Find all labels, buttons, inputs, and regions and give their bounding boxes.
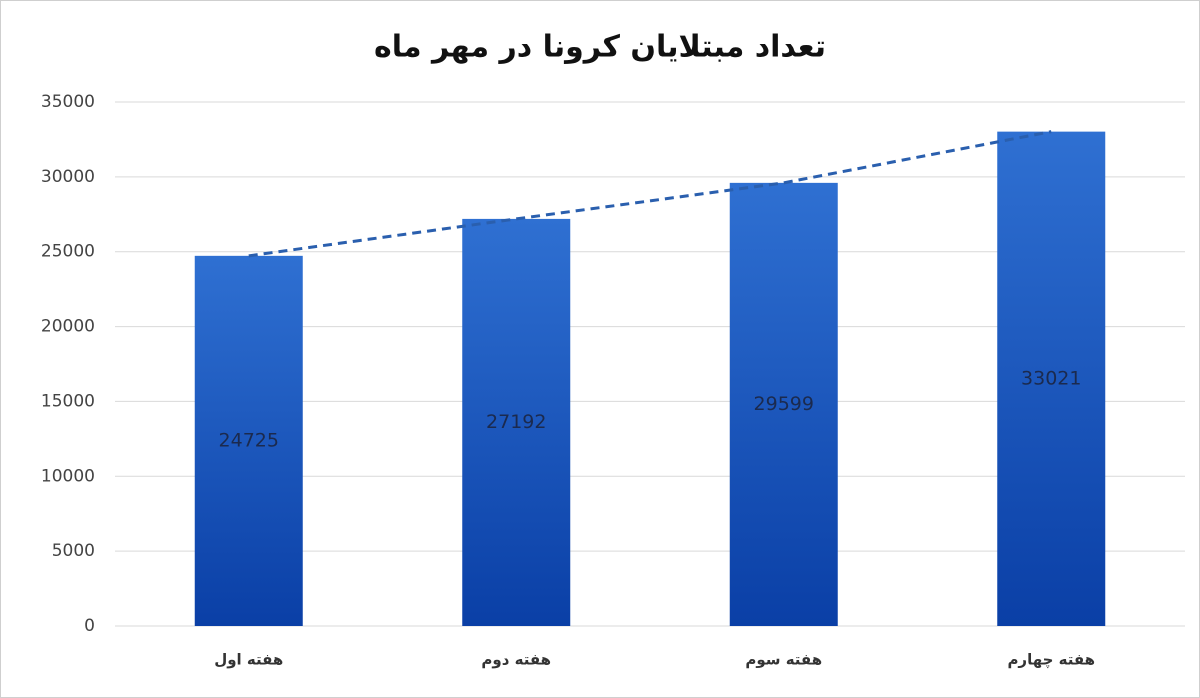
bar xyxy=(194,255,303,626)
bar xyxy=(997,131,1106,626)
y-tick-label: 0 xyxy=(84,616,95,636)
trend-line xyxy=(248,130,1052,258)
chart-title: تعداد مبتلایان کرونا در مهر ماه xyxy=(374,30,826,65)
bar xyxy=(462,218,571,626)
x-tick-label: هفته اول xyxy=(214,651,283,669)
x-tick-label: هفته دوم xyxy=(481,651,551,669)
data-label: 27192 xyxy=(486,411,546,433)
y-tick-label: 15000 xyxy=(41,391,95,411)
y-tick-label: 25000 xyxy=(41,242,95,262)
y-tick-label: 5000 xyxy=(52,541,95,561)
data-label: 24725 xyxy=(219,429,279,451)
x-tick-label: هفته سوم xyxy=(745,651,822,669)
y-tick-label: 30000 xyxy=(41,167,95,187)
x-tick-label: هفته چهارم xyxy=(1007,651,1095,670)
data-label: 29599 xyxy=(754,393,814,415)
y-tick-label: 10000 xyxy=(41,466,95,486)
y-tick-label: 35000 xyxy=(41,92,95,112)
y-tick-label: 20000 xyxy=(41,317,95,337)
bar xyxy=(729,182,838,626)
data-label: 33021 xyxy=(1021,367,1081,389)
